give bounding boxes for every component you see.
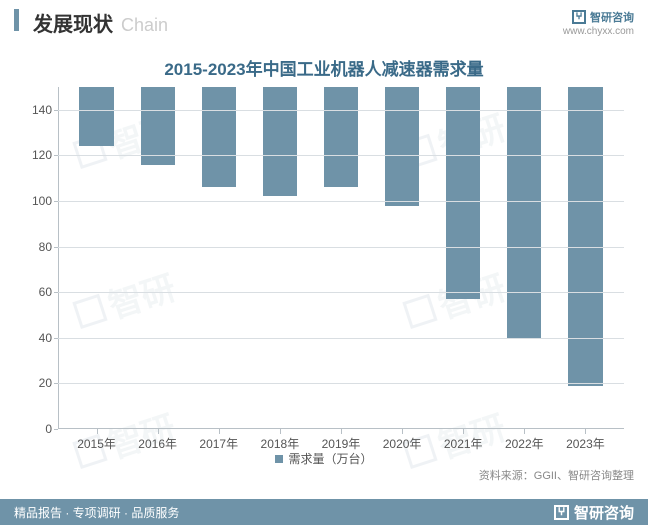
grid-line xyxy=(58,110,624,111)
x-tick xyxy=(280,429,281,434)
bar xyxy=(263,87,297,196)
footer-logo-icon: ⵖ xyxy=(554,505,569,520)
bar-slot: 2016年 xyxy=(127,87,188,429)
header-right: ⵖ 智研咨询 www.chyxx.com xyxy=(563,9,634,37)
y-tick-label: 60 xyxy=(39,285,52,299)
y-tick-label: 20 xyxy=(39,376,52,390)
y-tick xyxy=(54,383,58,384)
y-tick xyxy=(54,338,58,339)
grid-line xyxy=(58,338,624,339)
footer-brand-name: 智研咨询 xyxy=(574,502,634,523)
header-left: 发展现状 Chain xyxy=(14,8,168,37)
x-tick xyxy=(402,429,403,434)
y-tick xyxy=(54,201,58,202)
x-tick xyxy=(524,429,525,434)
bar-slot: 2017年 xyxy=(188,87,249,429)
footer: 精品报告 · 专项调研 · 品质服务 ⵖ 智研咨询 xyxy=(0,499,648,525)
footer-brand: ⵖ 智研咨询 xyxy=(554,502,634,523)
bar-slot: 2023年 xyxy=(555,87,616,429)
y-tick-label: 100 xyxy=(32,194,52,208)
grid-line xyxy=(58,155,624,156)
plot-region: 2015年2016年2017年2018年2019年2020年2021年2022年… xyxy=(58,87,624,429)
header-accent-bar xyxy=(14,9,19,31)
y-tick xyxy=(54,247,58,248)
header-title-cn: 发展现状 xyxy=(33,8,113,37)
y-tick xyxy=(54,292,58,293)
brand-url: www.chyxx.com xyxy=(563,26,634,37)
y-tick xyxy=(54,429,58,430)
bar-slot: 2021年 xyxy=(433,87,494,429)
y-tick-label: 40 xyxy=(39,331,52,345)
bar xyxy=(446,87,480,299)
bar-slot: 2018年 xyxy=(249,87,310,429)
grid-line xyxy=(58,247,624,248)
footer-left: 精品报告 · 专项调研 · 品质服务 xyxy=(14,504,179,521)
bar xyxy=(568,87,602,386)
legend-label: 需求量（万台） xyxy=(288,450,372,467)
bar xyxy=(79,87,113,146)
brand-logo: ⵖ 智研咨询 xyxy=(563,9,634,25)
bar-slot: 2020年 xyxy=(372,87,433,429)
y-tick-label: 120 xyxy=(32,148,52,162)
legend: 需求量（万台） xyxy=(14,450,634,467)
y-tick-label: 140 xyxy=(32,103,52,117)
y-tick xyxy=(54,110,58,111)
y-tick-label: 0 xyxy=(45,422,52,436)
y-tick xyxy=(54,155,58,156)
bar-slot: 2019年 xyxy=(310,87,371,429)
bar xyxy=(141,87,175,165)
x-tick xyxy=(341,429,342,434)
grid-line xyxy=(58,201,624,202)
bars-container: 2015年2016年2017年2018年2019年2020年2021年2022年… xyxy=(58,87,624,429)
x-tick xyxy=(97,429,98,434)
chart-area: 2015-2023年中国工业机器人减速器需求量 智研 智研 智研 智研 智研 智… xyxy=(14,45,634,485)
grid-line xyxy=(58,292,624,293)
brand-name: 智研咨询 xyxy=(590,9,634,25)
header: 发展现状 Chain ⵖ 智研咨询 www.chyxx.com xyxy=(0,0,648,41)
bar xyxy=(324,87,358,187)
x-tick xyxy=(585,429,586,434)
x-tick xyxy=(219,429,220,434)
x-tick xyxy=(463,429,464,434)
grid-line xyxy=(58,383,624,384)
bar xyxy=(385,87,419,206)
bar-slot: 2015年 xyxy=(66,87,127,429)
header-title-en: Chain xyxy=(121,15,168,36)
x-tick xyxy=(158,429,159,434)
bar xyxy=(507,87,541,338)
chart-source: 资料来源：GGII、智研咨询整理 xyxy=(479,467,634,483)
chart-title: 2015-2023年中国工业机器人减速器需求量 xyxy=(14,45,634,88)
bar-slot: 2022年 xyxy=(494,87,555,429)
legend-swatch xyxy=(275,455,283,463)
bar xyxy=(202,87,236,187)
brand-logo-icon: ⵖ xyxy=(572,10,586,24)
y-tick-label: 80 xyxy=(39,240,52,254)
